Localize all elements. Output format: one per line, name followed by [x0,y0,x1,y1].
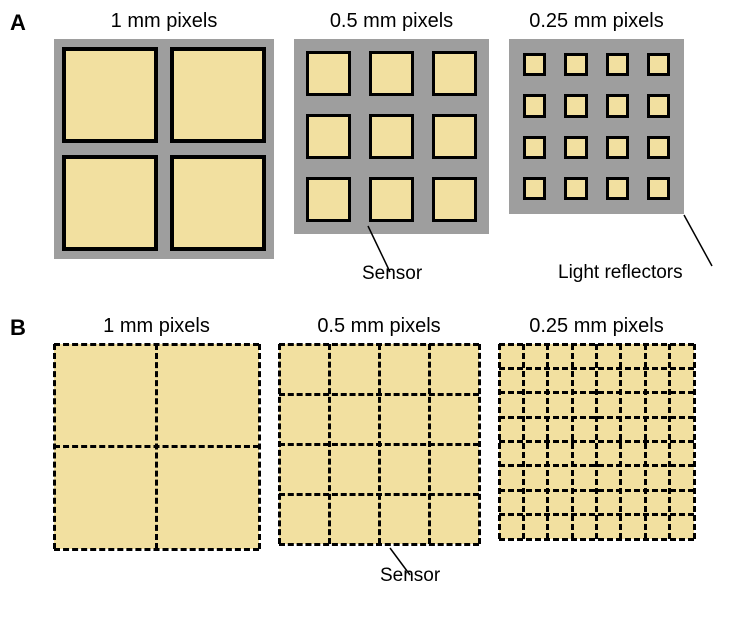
sensor-cell [170,47,266,143]
panel-b-1: 1 mm pixels [54,315,259,549]
reflectors-label: Light reflectors [558,262,683,284]
panel-a-1-title: 1 mm pixels [111,10,218,33]
sensor-cell [369,114,414,159]
dash-line-v [619,344,622,539]
sensor-cell [432,177,477,222]
sensor-cell [564,94,587,117]
dash-line-h [54,445,259,448]
dashfield-05mm [279,344,479,544]
sensor-label-b: Sensor [380,565,440,587]
substrate-05mm [294,39,489,234]
dash-line-v [693,344,696,539]
panel-a-1: 1 mm pixels [54,10,274,259]
sensor-cell [606,136,629,159]
sensor-cell [62,47,158,143]
dashfield-025mm [499,344,694,539]
sensor-cell [432,114,477,159]
sensor-label-a: Sensor [362,263,422,285]
panel-a-letter: A [10,10,34,36]
panel-b-3: 0.25 mm pixels [499,315,694,539]
dash-line-v [478,344,481,544]
sensor-cell [523,94,546,117]
panel-a-3-title: 0.25 mm pixels [529,10,664,33]
panel-b-2: 0.5 mm pixels [279,315,479,544]
dashfield-025mm-grid [499,344,694,539]
sensor-cell [647,136,670,159]
dashfield-1mm-grid [54,344,259,549]
sensor-cell [647,177,670,200]
row-a: A 1 mm pixels 0.5 mm pixels 0.25 mm pixe… [10,10,740,285]
dash-line-v [644,344,647,539]
dash-line-v [258,344,261,549]
row-b: B 1 mm pixels 0.5 mm pixels 0.25 mm pixe… [10,315,740,585]
dash-line-h [499,538,694,541]
dashfield-05mm-grid [279,344,479,544]
dash-line-h [499,513,694,516]
panel-b-2-title: 0.5 mm pixels [317,315,440,338]
sensor-cell [306,114,351,159]
sensor-cell [306,51,351,96]
sensor-cell [306,177,351,222]
dash-line-h [499,489,694,492]
sensor-cell [369,177,414,222]
dash-line-h [499,440,694,443]
sensor-cell [606,94,629,117]
dash-line-h [499,464,694,467]
sensor-cell [432,51,477,96]
dash-line-h [54,548,259,551]
sensor-cell [647,94,670,117]
dash-line-v [668,344,671,539]
dashfield-1mm [54,344,259,549]
sensor-cell [564,177,587,200]
sensor-cell [564,53,587,76]
sensor-cell [523,53,546,76]
dash-line-h [279,543,479,546]
figure: A 1 mm pixels 0.5 mm pixels 0.25 mm pixe… [10,10,740,585]
dash-line-h [279,443,479,446]
panel-b-3-title: 0.25 mm pixels [529,315,664,338]
panel-a-3: 0.25 mm pixels [509,10,684,214]
panel-a-2-title: 0.5 mm pixels [330,10,453,33]
substrate-025mm [509,39,684,214]
dash-line-v [428,344,431,544]
sensor-cell [606,53,629,76]
sensor-cell [369,51,414,96]
dash-line-h [279,493,479,496]
sensor-cell [564,136,587,159]
sensor-cell [523,136,546,159]
sensor-cell [647,53,670,76]
sensor-cell [170,155,266,251]
panel-b-letter: B [10,315,34,341]
panel-a-2: 0.5 mm pixels [294,10,489,234]
substrate-1mm [54,39,274,259]
sensor-cell [62,155,158,251]
sensor-cell [606,177,629,200]
sensor-cell [523,177,546,200]
panel-b-1-title: 1 mm pixels [103,315,210,338]
